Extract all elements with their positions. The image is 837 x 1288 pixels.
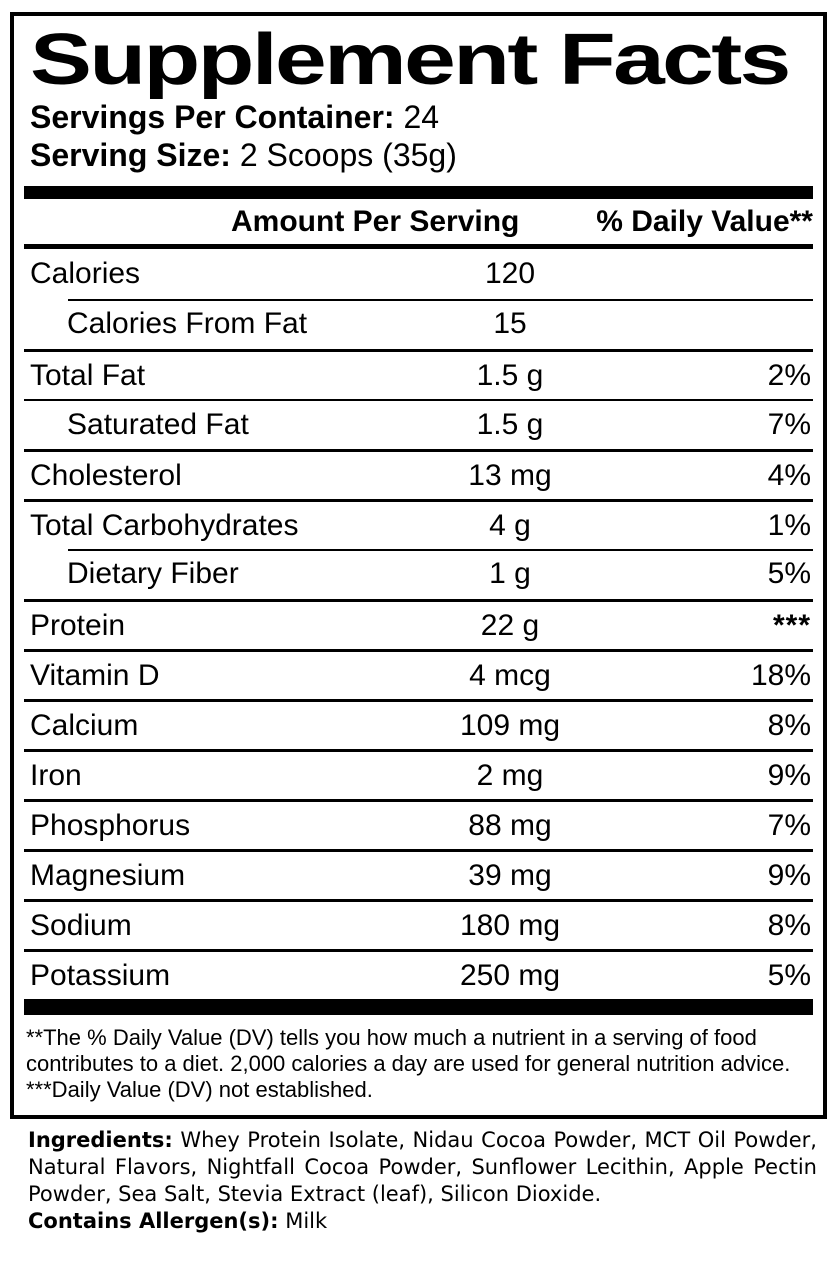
nutrient-row-dietary-fiber: Dietary Fiber 1 g 5% (24, 549, 813, 599)
nutrient-row-calcium: Calcium 109 mg 8% (24, 699, 813, 749)
nutrient-name: Vitamin D (30, 658, 160, 692)
nutrient-name: Calories (30, 257, 141, 290)
ingredients-text: Whey Protein Isolate, Nidau Cocoa Powder… (28, 1128, 817, 1206)
ingredients-label: Ingredients: (28, 1128, 173, 1152)
nutrient-name: Sodium (30, 908, 132, 942)
supplement-facts-label: Supplement Facts Servings Per Container:… (0, 12, 837, 1288)
daily-value-header: % Daily Value** (596, 204, 813, 238)
nutrient-daily-value: 2% (767, 358, 811, 392)
bottom-divider-bar (24, 999, 813, 1015)
footnote-not-established: ***Daily Value (DV) not established. (26, 1077, 373, 1102)
serving-size-value: 2 Scoops (35g) (239, 137, 457, 173)
nutrient-row-calories-from-fat: Calories From Fat 15 (24, 299, 813, 349)
nutrient-daily-value: 18% (750, 658, 811, 692)
nutrient-daily-value: 5% (767, 958, 811, 992)
amount-per-serving-header: Amount Per Serving (231, 204, 520, 238)
nutrient-row-cholesterol: Cholesterol 13 mg 4% (24, 449, 813, 499)
nutrient-daily-value: 5% (767, 557, 811, 590)
nutrient-table: Calories 120 Calories From Fat 15 Total Fat 1… (24, 249, 813, 999)
panel-title: Supplement Facts (30, 20, 791, 100)
nutrient-amount: 88 mg (468, 808, 552, 842)
nutrient-amount: 109 mg (459, 708, 561, 742)
nutrient-row-saturated-fat: Saturated Fat 1.5 g 7% (24, 399, 813, 449)
serving-size-line: Serving Size: 2 Scoops (35g) (30, 136, 813, 174)
allergen-value: Milk (285, 1209, 328, 1233)
nutrient-row-magnesium: Magnesium 39 mg 9% (24, 849, 813, 899)
nutrient-amount: 1 g (489, 557, 531, 590)
nutrient-row-iron: Iron 2 mg 9% (24, 749, 813, 799)
nutrient-amount: 250 mg (459, 958, 561, 992)
nutrient-daily-value: 4% (767, 458, 811, 492)
nutrient-name: Potassium (30, 958, 171, 992)
nutrient-daily-value: 1% (767, 508, 811, 542)
ingredients-section: Ingredients: Whey Protein Isolate, Nidau… (28, 1127, 817, 1235)
nutrient-row-total-carbohydrates: Total Carbohydrates 4 g 1% (24, 499, 813, 549)
nutrient-name: Phosphorus (30, 808, 191, 842)
nutrient-amount: 13 mg (468, 458, 552, 492)
nutrient-amount: 22 g (480, 608, 540, 642)
footnote-daily-value: **The % Daily Value (DV) tells you how m… (26, 1025, 791, 1076)
nutrient-amount: 180 mg (459, 908, 561, 942)
nutrient-daily-value: *** (772, 608, 811, 642)
nutrient-name: Total Carbohydrates (30, 508, 299, 542)
nutrient-name: Total Fat (30, 358, 146, 392)
nutrient-row-potassium: Potassium 250 mg 5% (24, 949, 813, 999)
nutrient-amount: 1.5 g (476, 358, 544, 392)
servings-per-container-label: Servings Per Container: (30, 99, 395, 135)
nutrient-row-sodium: Sodium 180 mg 8% (24, 899, 813, 949)
nutrient-daily-value: 9% (767, 758, 811, 792)
nutrient-name: Calcium (30, 708, 139, 742)
nutrient-row-protein: Protein 22 g *** (24, 599, 813, 649)
servings-per-container-value: 24 (403, 99, 440, 135)
serving-size-label: Serving Size: (30, 137, 231, 173)
nutrient-row-calories: Calories 120 (24, 249, 813, 299)
nutrient-name: Cholesterol (30, 458, 182, 492)
nutrient-daily-value: 7% (767, 808, 811, 842)
ingredients-line: Ingredients: Whey Protein Isolate, Nidau… (28, 1127, 817, 1208)
nutrient-amount: 120 (484, 257, 536, 290)
nutrient-name: Dietary Fiber (67, 557, 239, 590)
nutrient-name: Magnesium (30, 858, 186, 892)
nutrient-amount: 4 g (489, 508, 531, 542)
nutrient-row-vitamin-d: Vitamin D 4 mcg 18% (24, 649, 813, 699)
nutrient-name: Calories From Fat (67, 307, 308, 340)
nutrient-amount: 15 (493, 307, 527, 340)
servings-per-container-line: Servings Per Container: 24 (30, 98, 813, 136)
nutrient-daily-value: 8% (767, 708, 811, 742)
nutrient-amount: 1.5 g (476, 408, 544, 441)
allergen-line: Contains Allergen(s): Milk (28, 1208, 817, 1235)
nutrient-amount: 2 mg (476, 758, 544, 792)
nutrient-daily-value: 9% (767, 858, 811, 892)
column-header-row: Amount Per Serving % Daily Value** (24, 199, 813, 249)
nutrient-name: Iron (30, 758, 82, 792)
nutrient-row-total-fat: Total Fat 1.5 g 2% (24, 349, 813, 399)
footnotes: **The % Daily Value (DV) tells you how m… (24, 1015, 813, 1105)
nutrient-name: Protein (30, 608, 126, 642)
nutrient-amount: 39 mg (468, 858, 552, 892)
nutrient-name: Saturated Fat (67, 408, 249, 441)
allergen-label: Contains Allergen(s): (28, 1209, 279, 1233)
facts-panel: Supplement Facts Servings Per Container:… (10, 12, 827, 1119)
nutrient-amount: 4 mcg (469, 658, 551, 692)
nutrient-daily-value: 7% (767, 408, 811, 441)
nutrient-row-phosphorus: Phosphorus 88 mg 7% (24, 799, 813, 849)
top-divider-bar (24, 186, 813, 199)
nutrient-daily-value: 8% (767, 908, 811, 942)
